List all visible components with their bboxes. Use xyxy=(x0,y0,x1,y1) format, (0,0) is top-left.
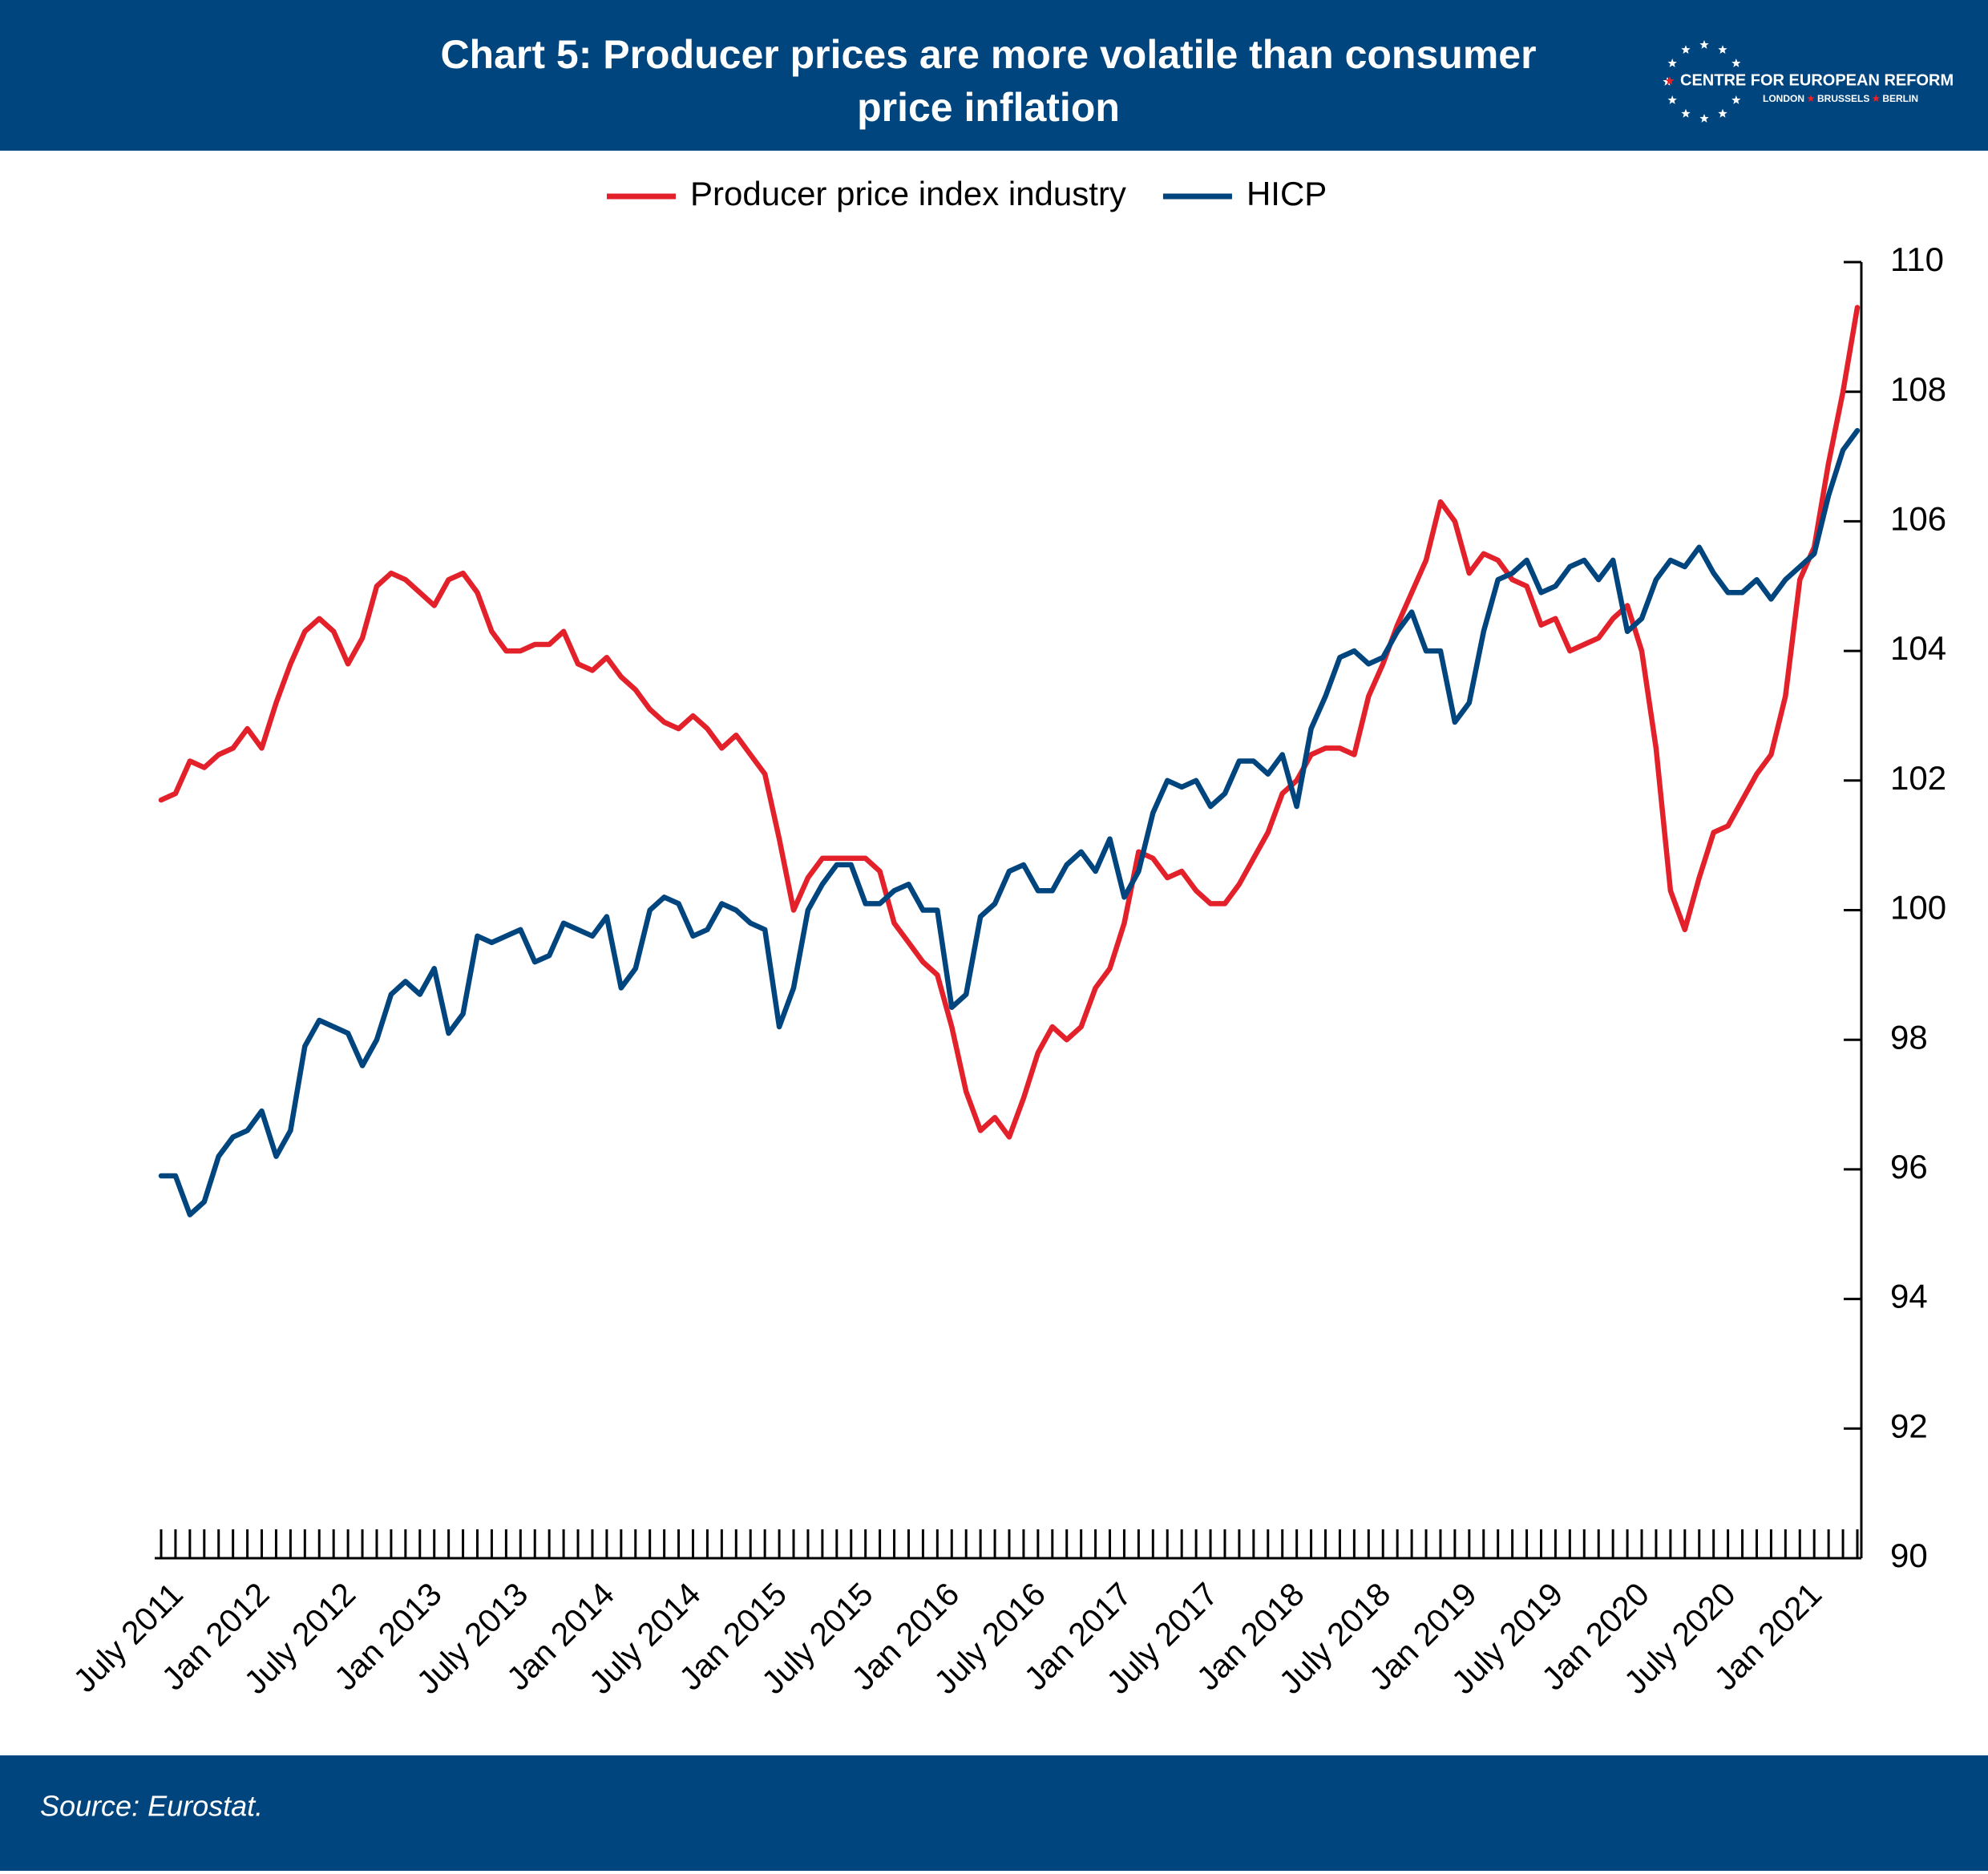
y-tick-label: 90 xyxy=(1890,1537,1928,1574)
footer-band xyxy=(0,1755,1988,1871)
logo-star xyxy=(1681,45,1691,54)
logo-star xyxy=(1667,59,1677,67)
logo-star xyxy=(1681,108,1691,118)
logo-star xyxy=(1663,77,1672,86)
logo-star xyxy=(1718,108,1727,118)
logo-star xyxy=(1699,114,1709,123)
y-tick-label: 108 xyxy=(1890,370,1946,408)
logo-city-star xyxy=(1872,95,1881,102)
logo-star xyxy=(1667,95,1677,104)
y-tick-label: 92 xyxy=(1890,1407,1928,1444)
y-tick-label: 102 xyxy=(1890,759,1946,797)
logo-city-star xyxy=(1807,95,1815,102)
y-tick-label: 98 xyxy=(1890,1018,1928,1056)
series-line xyxy=(158,427,1861,1218)
y-tick-label: 110 xyxy=(1890,240,1944,278)
logo-star xyxy=(1731,95,1741,104)
logo-star xyxy=(1665,76,1675,85)
chart-title: Chart 5: Producer prices are more volati… xyxy=(440,32,1536,77)
y-tick-label: 100 xyxy=(1890,889,1946,927)
legend-label: Producer price index industry xyxy=(690,175,1126,212)
chart-title: price inflation xyxy=(857,85,1120,130)
source-note: Source: Eurostat. xyxy=(40,1790,263,1823)
logo-star xyxy=(1731,59,1741,67)
y-tick-label: 94 xyxy=(1890,1278,1928,1315)
logo-city: BRUSSELS xyxy=(1817,93,1869,104)
logo-star xyxy=(1718,45,1727,54)
y-tick-label: 106 xyxy=(1890,499,1946,537)
logo-city: LONDON xyxy=(1763,93,1804,104)
logo-city: BERLIN xyxy=(1882,93,1918,104)
header-band xyxy=(0,0,1988,151)
series-line xyxy=(158,305,1861,1140)
logo-star xyxy=(1699,40,1709,49)
logo-name: CENTRE FOR EUROPEAN REFORM xyxy=(1680,71,1954,89)
legend-label: HICP xyxy=(1247,175,1327,212)
y-tick-label: 104 xyxy=(1890,629,1946,667)
y-tick-label: 96 xyxy=(1890,1148,1928,1185)
